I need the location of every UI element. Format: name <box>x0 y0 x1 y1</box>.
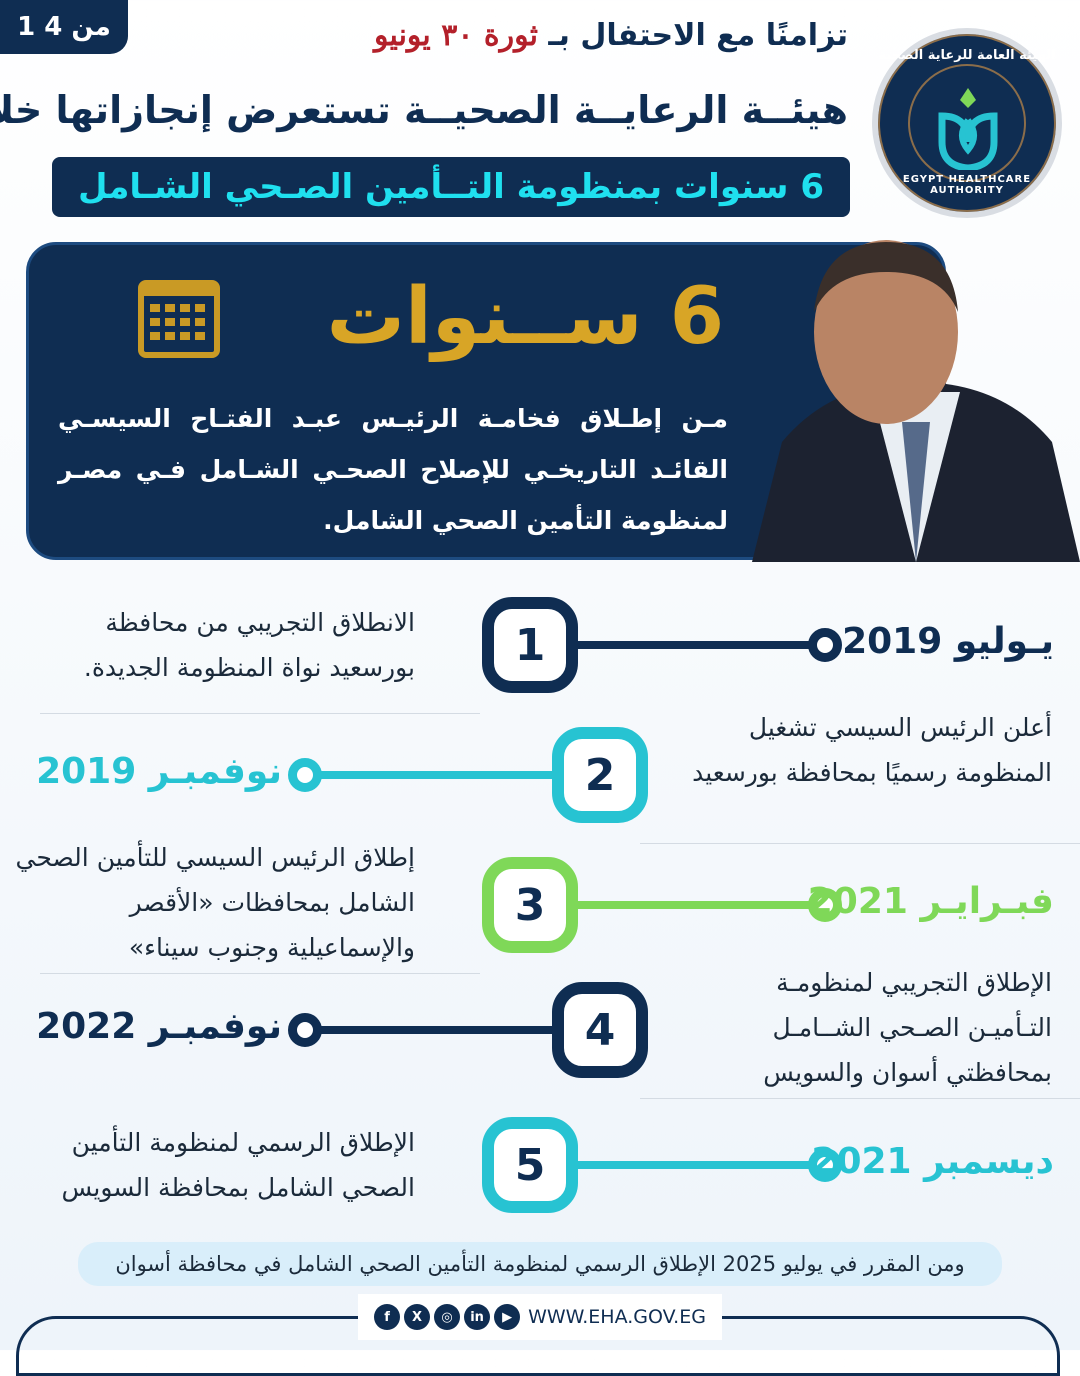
timeline-connector <box>318 1026 552 1034</box>
website-link[interactable]: WWW.EHA.GOV.EG <box>528 1306 706 1328</box>
timeline-description: إطلاق الرئيس السيسي للتأمين الصحي الشامل… <box>15 843 415 962</box>
timeline-divider <box>40 713 480 714</box>
timeline-date: نوفمبـر 2019 <box>36 751 282 792</box>
timeline-connector <box>578 1161 812 1169</box>
timeline-description: الإطلاق الرسمي لمنظومة التأمين الصحي الش… <box>61 1128 415 1202</box>
timeline-node <box>808 888 842 922</box>
timeline-step-number: 3 <box>482 857 578 953</box>
footer-social: f X ◎ in ▶ WWW.EHA.GOV.EG <box>358 1294 722 1340</box>
timeline-node <box>288 758 322 792</box>
hero-text: مـن إطـلاق فخامـة الرئيـس عبـد الفتـاح ا… <box>58 404 728 535</box>
timeline-step-number: 5 <box>482 1117 578 1213</box>
timeline-date: فبـرايـر 2021 <box>807 881 1054 922</box>
timeline-step-number: 1 <box>482 597 578 693</box>
logo-arabic-text: الهيئة العامة للرعاية الصحية <box>878 48 1056 63</box>
subtitle-banner: 6 سنوات بمنظومة التــأمين الصـحي الشـامل <box>52 157 850 217</box>
timeline-description: الانطلاق التجريبي من محافظة بورسعيد نواة… <box>83 608 415 682</box>
logo-english-text: EGYPT HEALTHCARE AUTHORITY <box>902 174 1032 196</box>
timeline-step-number: 4 <box>552 982 648 1078</box>
timeline-date: نوفمبـر 2022 <box>36 1006 282 1047</box>
timeline-divider <box>640 1098 1080 1099</box>
timeline-description: أعلن الرئيس السيسي تشغيل المنظومة رسميًا… <box>692 713 1052 787</box>
timeline-divider <box>640 843 1080 844</box>
timeline-connector <box>318 771 552 779</box>
timeline-date: ديسمبر 2021 <box>811 1141 1054 1182</box>
header-line1: تزامنًا مع الاحتفال بـ ثورة ٣٠ يونيو <box>374 18 848 53</box>
hero-years: 6 ســنوات <box>326 272 724 362</box>
footnote: ومن المقرر في يوليو 2025 الإطلاق الرسمي … <box>78 1242 1002 1286</box>
header-line1-text: تزامنًا مع الاحتفال بـ <box>548 18 848 53</box>
page-title: هيئــة الرعايــة الصحيــة تستعرض إنجازات… <box>0 88 848 132</box>
timeline-step-number: 2 <box>552 727 648 823</box>
timeline-date: يـوليو 2019 <box>842 621 1054 662</box>
tulip-icon <box>938 88 998 170</box>
calendar-icon <box>138 280 220 358</box>
instagram-icon[interactable]: ◎ <box>434 1304 461 1330</box>
x-icon[interactable]: X <box>404 1304 431 1330</box>
youtube-icon[interactable]: ▶ <box>494 1304 521 1330</box>
timeline-node <box>288 1013 322 1047</box>
linkedin-icon[interactable]: in <box>464 1304 491 1330</box>
timeline-divider <box>40 973 480 974</box>
revolution-calligraphy: ثورة ٣٠ يونيو <box>374 18 538 53</box>
timeline-connector <box>578 901 812 909</box>
timeline-connector <box>578 641 812 649</box>
president-portrait <box>752 240 1080 562</box>
timeline-node <box>808 628 842 662</box>
eha-logo: الهيئة العامة للرعاية الصحية EGYPT HEALT… <box>872 28 1062 218</box>
timeline-node <box>808 1148 842 1182</box>
facebook-icon[interactable]: f <box>374 1304 401 1330</box>
timeline-description: الإطلاق التجريبي لمنظومـة التـأميـن الصـ… <box>763 968 1052 1087</box>
page-indicator: 1 من 4 <box>0 0 128 54</box>
